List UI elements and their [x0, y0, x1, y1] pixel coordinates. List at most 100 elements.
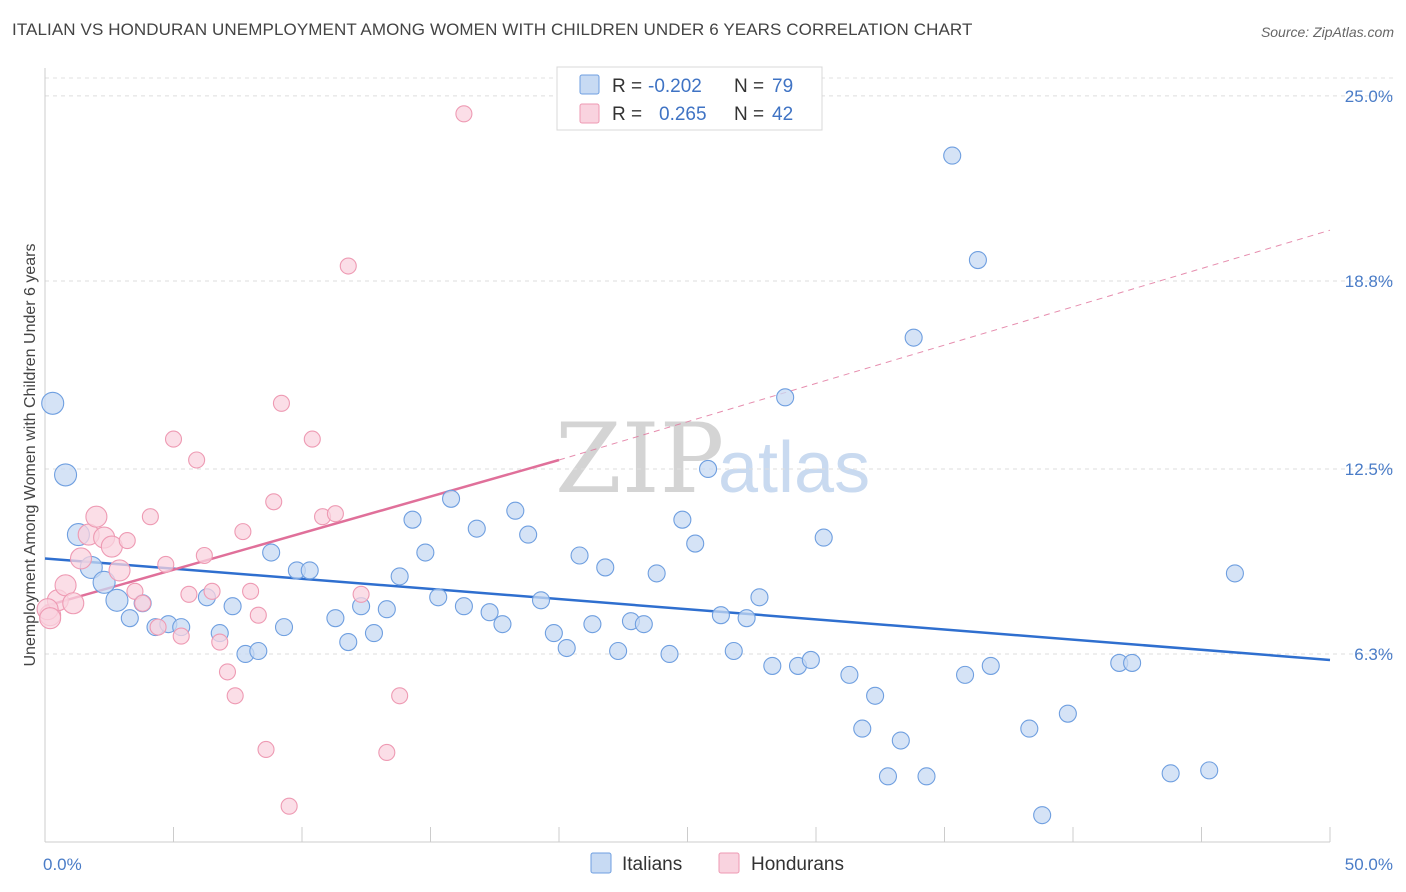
- series-legend-label-hondurans: Hondurans: [751, 854, 844, 875]
- point-italians: [480, 603, 499, 622]
- legend-n-value-hondurans: 42: [772, 104, 793, 125]
- point-hondurans: [108, 559, 131, 582]
- point-italians: [403, 510, 422, 529]
- series-legend-swatch-hondurans: [718, 852, 740, 874]
- point-hondurans: [265, 493, 283, 511]
- y-tick-label: 18.8%: [1345, 272, 1393, 291]
- series-legend-swatch-italians: [590, 852, 612, 874]
- point-italians: [429, 588, 448, 607]
- y-tick-label: 6.3%: [1354, 645, 1393, 664]
- y-tick-label: 12.5%: [1345, 460, 1393, 479]
- point-italians: [904, 328, 923, 347]
- point-italians: [737, 609, 756, 628]
- point-italians: [339, 632, 358, 652]
- series-legend-label-italians: Italians: [622, 854, 682, 875]
- point-hondurans: [149, 618, 167, 636]
- point-hondurans: [118, 532, 136, 550]
- point-hondurans: [62, 592, 85, 615]
- point-italians: [1058, 704, 1077, 723]
- point-italians: [1200, 761, 1219, 780]
- point-italians: [634, 615, 653, 634]
- legend-swatch-italians: [579, 74, 600, 95]
- point-italians: [467, 519, 486, 538]
- point-italians: [943, 146, 962, 165]
- point-hondurans: [303, 430, 321, 448]
- point-italians: [1161, 764, 1180, 783]
- point-hondurans: [391, 687, 409, 705]
- watermark-zip: ZIP: [555, 403, 724, 515]
- point-hondurans: [226, 687, 244, 705]
- point-italians: [300, 561, 319, 580]
- point-italians: [41, 391, 65, 415]
- point-italians: [326, 609, 345, 628]
- source-label: Source: ZipAtlas.com: [1260, 24, 1394, 40]
- legend-n-label-italians: N =: [734, 76, 764, 97]
- point-hondurans: [234, 523, 252, 541]
- legend-n-value-italians: 79: [772, 76, 793, 97]
- point-hondurans: [69, 547, 93, 570]
- point-italians: [274, 618, 294, 637]
- point-hondurans: [257, 740, 275, 759]
- correlation-legend: R = -0.202 N = 79 R = 0.265 N = 42: [556, 66, 823, 131]
- point-hondurans: [249, 606, 267, 624]
- point-hondurans: [39, 607, 62, 630]
- point-italians: [968, 250, 987, 270]
- point-italians: [866, 686, 885, 705]
- point-hondurans: [378, 743, 396, 762]
- point-italians: [416, 543, 435, 562]
- point-italians: [609, 641, 628, 661]
- point-hondurans: [352, 585, 370, 603]
- point-italians: [262, 543, 281, 562]
- point-hondurans: [164, 430, 183, 448]
- legend-box: [556, 66, 823, 131]
- point-italians: [454, 597, 473, 616]
- axes: [44, 68, 1331, 843]
- grid: [45, 77, 1395, 655]
- point-hondurans: [211, 633, 229, 651]
- point-hondurans: [242, 582, 260, 600]
- point-italians: [840, 665, 859, 684]
- point-italians: [673, 510, 692, 529]
- point-italians: [493, 615, 512, 634]
- legend-r-value-italians: -0.202: [648, 76, 702, 97]
- point-hondurans: [218, 663, 237, 681]
- point-italians: [92, 570, 116, 594]
- point-italians: [647, 564, 666, 583]
- trend-line-italians: [44, 557, 1331, 662]
- point-italians: [531, 591, 551, 610]
- point-italians: [519, 525, 538, 544]
- y-axis-label: Unemployment Among Women with Children U…: [22, 243, 39, 666]
- point-italians: [105, 588, 129, 612]
- point-italians: [711, 606, 730, 625]
- point-italians: [801, 650, 820, 670]
- legend-r-label-italians: R =: [612, 76, 642, 97]
- point-italians: [763, 656, 782, 675]
- point-italians: [1020, 719, 1039, 738]
- point-italians: [442, 489, 461, 508]
- point-hondurans: [195, 546, 213, 565]
- point-italians: [223, 597, 242, 616]
- trend-line-hondurans: [44, 458, 560, 608]
- point-italians: [120, 609, 139, 628]
- point-italians: [686, 534, 705, 553]
- point-italians: [660, 644, 679, 664]
- point-hondurans: [188, 451, 206, 469]
- point-hondurans: [455, 105, 473, 123]
- data-points: [36, 105, 1244, 825]
- point-italians: [776, 388, 795, 407]
- x-tick-label-max: 50.0%: [1345, 855, 1393, 874]
- point-italians: [390, 567, 409, 586]
- tick-labels: 6.3% 12.5% 18.8% 25.0% 0.0% 50.0%: [43, 87, 1393, 874]
- point-italians: [956, 665, 975, 684]
- point-italians: [557, 638, 576, 658]
- point-italians: [249, 641, 268, 661]
- point-italians: [917, 767, 936, 786]
- point-italians: [596, 558, 615, 577]
- trend-line-extension-hondurans: [558, 229, 1331, 461]
- point-italians: [878, 767, 898, 786]
- point-italians: [364, 624, 384, 643]
- point-italians: [544, 624, 563, 643]
- trend-lines: [44, 229, 1331, 662]
- legend-r-label-hondurans: R =: [612, 104, 642, 125]
